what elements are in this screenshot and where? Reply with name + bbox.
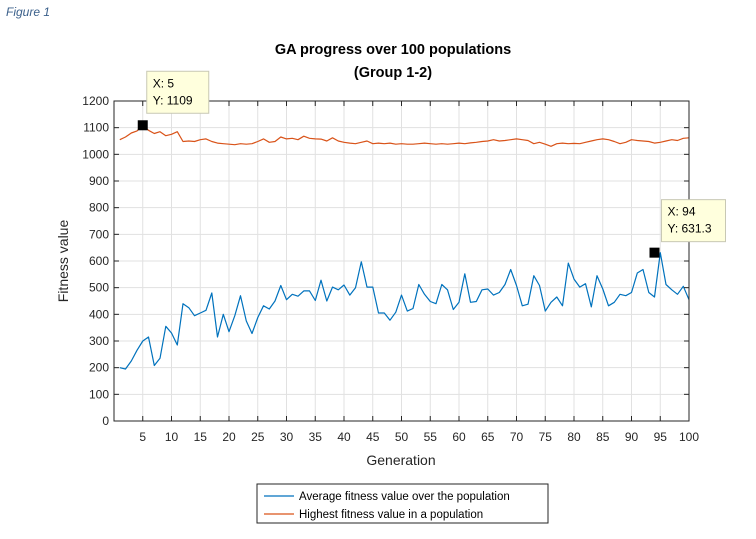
datatip-box-0 — [146, 70, 210, 114]
x-tick-label: 95 — [654, 430, 668, 444]
legend-label-0: Average fitness value over the populatio… — [299, 491, 510, 503]
x-tick-label: 100 — [679, 430, 699, 444]
legend-label-1: Highest fitness value in a population — [299, 509, 483, 521]
x-tick-label: 15 — [194, 430, 208, 444]
chart-title: GA progress over 100 populations — [275, 42, 511, 58]
x-tick-label: 60 — [452, 430, 466, 444]
y-axis-label: Fitness value — [55, 220, 71, 303]
datatip-x-text-1: X: 94 — [668, 205, 696, 219]
datatip-marker-1 — [649, 247, 660, 258]
y-tick-label: 700 — [89, 227, 109, 241]
series-line-1 — [119, 124, 690, 147]
x-tick-label: 75 — [539, 430, 553, 444]
x-tick-label: 10 — [165, 430, 179, 444]
y-tick-label: 300 — [89, 334, 109, 348]
y-tick-label: 200 — [89, 361, 109, 375]
x-tick-label: 65 — [481, 430, 495, 444]
figure-label: Figure 1 — [6, 5, 51, 19]
x-tick-label: 40 — [337, 430, 351, 444]
x-tick-label: 70 — [510, 430, 524, 444]
legend-box — [256, 483, 549, 524]
datatip-box-1 — [661, 199, 726, 243]
x-tick-label: 45 — [366, 430, 380, 444]
x-tick-label: 80 — [567, 430, 581, 444]
y-tick-label: 100 — [89, 387, 109, 401]
y-tick-label: 1100 — [83, 121, 109, 135]
x-tick-label: 30 — [280, 430, 294, 444]
legend: Average fitness value over the populatio… — [256, 483, 549, 524]
datatip-marker-0 — [137, 120, 148, 131]
datatips: X: 5 Y: 1109 X: 94 Y: 631.3 — [137, 70, 726, 258]
x-tick-label: 85 — [596, 430, 610, 444]
chart-subtitle: (Group 1-2) — [354, 65, 432, 81]
y-tick-label: 800 — [89, 201, 109, 215]
y-tick-label: 1000 — [82, 147, 109, 161]
x-tick-label: 90 — [625, 430, 639, 444]
x-tick-label: 20 — [222, 430, 236, 444]
y-tick-label: 400 — [89, 307, 109, 321]
datatip-y-text-0: Y: 1109 — [153, 93, 193, 107]
x-tick-label: 55 — [424, 430, 438, 444]
datatip-y-text-1: Y: 631.3 — [668, 222, 712, 236]
axis-ticks: 0 100 200 300 400 500 600 700 800 900 1000 1100 1200… — [82, 94, 699, 444]
y-tick-label: 0 — [102, 414, 109, 428]
y-tick-label: 1200 — [82, 94, 109, 108]
series-line-0 — [119, 252, 690, 370]
y-tick-label: 900 — [89, 174, 109, 188]
datatip-x-text-0: X: 5 — [153, 76, 175, 90]
x-tick-label: 35 — [309, 430, 323, 444]
x-tick-label: 25 — [251, 430, 265, 444]
x-axis-label: Generation — [366, 452, 435, 468]
y-tick-label: 500 — [89, 281, 109, 295]
gridlines — [114, 101, 689, 421]
x-tick-label: 50 — [395, 430, 409, 444]
x-tick-label: 5 — [139, 430, 146, 444]
series-lines — [119, 124, 690, 370]
y-tick-label: 600 — [89, 254, 109, 268]
